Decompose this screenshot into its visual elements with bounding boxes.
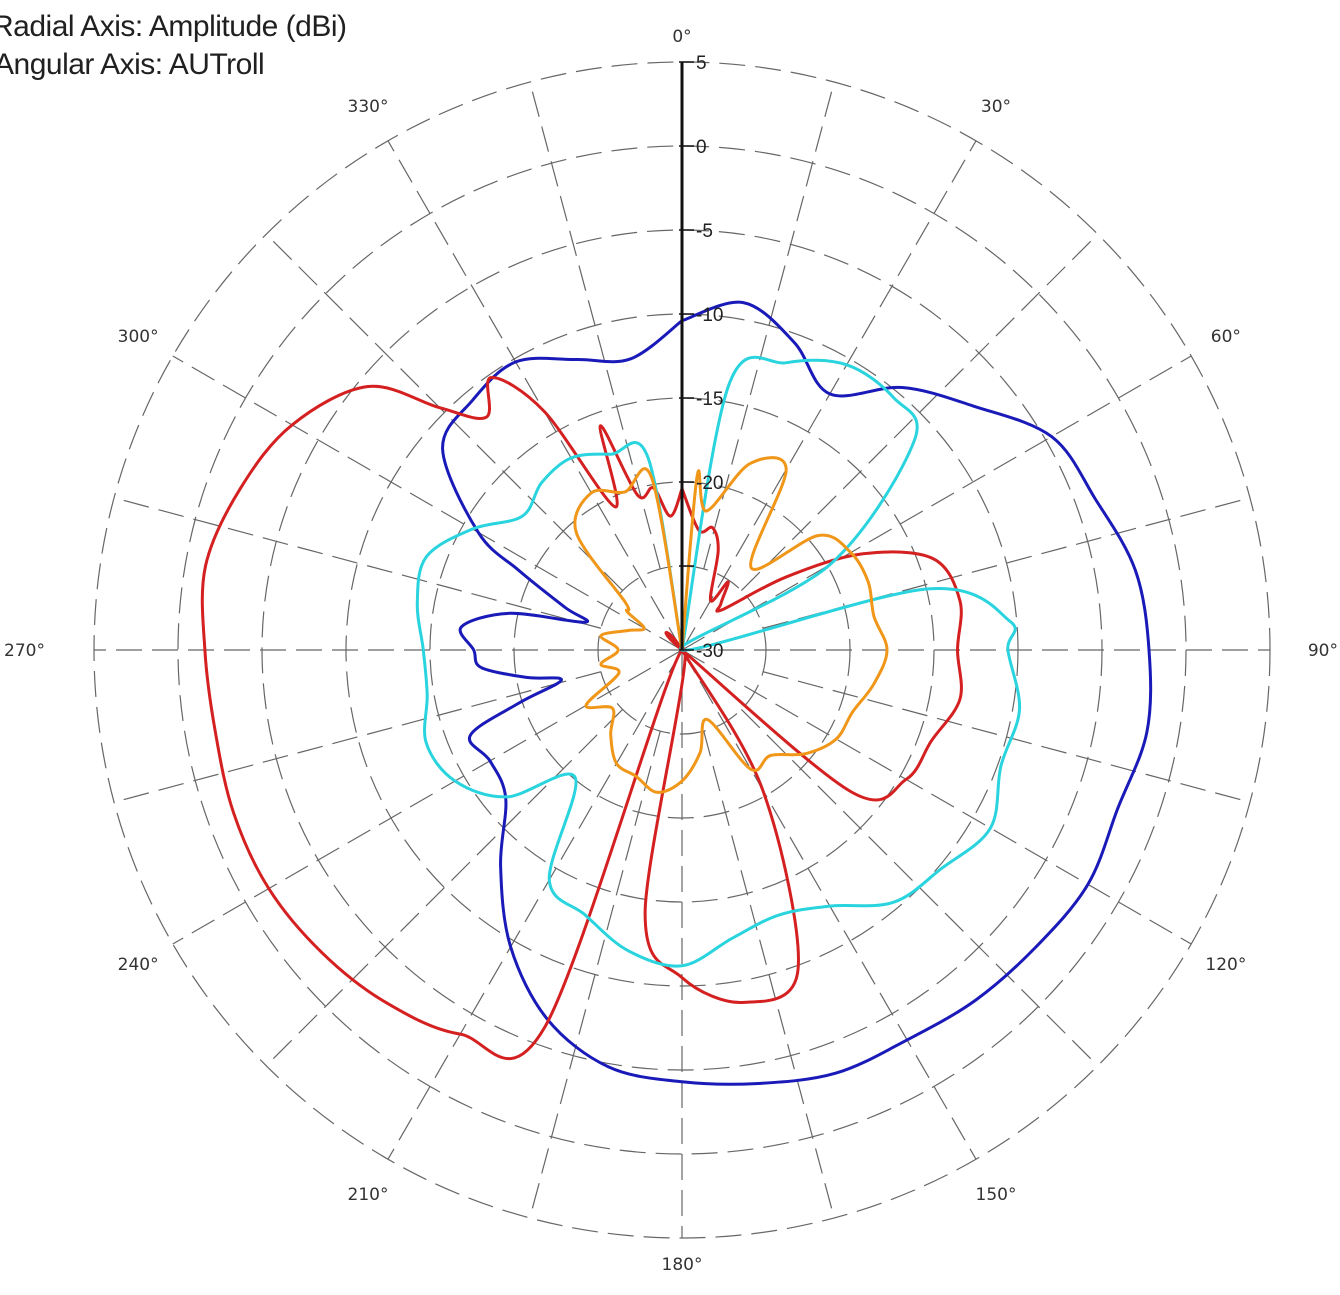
series-line — [200, 376, 963, 1061]
angular-grid-spoke — [529, 730, 661, 1219]
radial-tick-label: -20 — [696, 473, 723, 494]
angular-tick-label: 240° — [118, 955, 159, 975]
angular-tick-label: 300° — [118, 327, 159, 347]
radial-axis-title: Radial Axis: Amplitude (dBi) — [0, 10, 347, 43]
angular-grid-spoke — [681, 649, 1192, 945]
angular-tick-label: 330° — [348, 97, 389, 117]
angular-tick-label: 270° — [4, 641, 45, 661]
angular-grid-spoke — [172, 355, 683, 651]
radial-tick-label: -10 — [696, 305, 723, 326]
angular-tick-label: 150° — [976, 1185, 1017, 1205]
angular-grid-spoke — [387, 140, 683, 651]
angular-tick-label: 0° — [672, 27, 691, 47]
radial-tick-label: -15 — [696, 389, 723, 410]
angular-grid-spoke — [681, 140, 977, 651]
radial-tick-label: -30 — [696, 641, 723, 662]
angular-grid-spoke — [762, 671, 1251, 803]
angular-grid-spoke — [681, 355, 1192, 651]
angular-grid-spoke — [113, 671, 602, 803]
angular-tick-label: 210° — [348, 1185, 389, 1205]
series-layer — [200, 300, 1153, 1086]
angular-grid-spoke — [681, 649, 977, 1160]
angular-tick-label: 90° — [1308, 641, 1338, 661]
angular-tick-label: 60° — [1211, 327, 1241, 347]
angular-grid-spoke — [703, 81, 835, 570]
series-line — [415, 355, 1022, 968]
radial-tick-label: -5 — [696, 221, 713, 242]
radial-tick-label: 0 — [696, 137, 707, 158]
angular-grid-spoke — [529, 81, 661, 570]
axis-header: Radial Axis: Amplitude (dBi) Angular Axi… — [0, 8, 347, 84]
angular-grid-spoke — [703, 730, 835, 1219]
angular-tick-label: 180° — [662, 1255, 703, 1275]
angular-tick-label: 120° — [1205, 955, 1246, 975]
series-line — [573, 456, 889, 794]
angular-grid-spoke — [172, 649, 683, 945]
angular-grid-spoke — [265, 708, 624, 1067]
radial-tick-label: 5 — [696, 53, 707, 74]
angular-grid-spoke — [387, 649, 683, 1160]
angular-grid-spoke — [740, 233, 1099, 592]
axis-labels: 5 0 -5 -10 -15 -20 -30 0° 30° 60° 90° 120° 150° 180° 2… — [4, 27, 1338, 1275]
angular-grid-spoke — [265, 233, 624, 592]
radial-axis — [679, 61, 694, 651]
angular-axis-title: Angular Axis: AUTroll — [0, 48, 265, 81]
angular-tick-label: 30° — [981, 97, 1011, 117]
angular-grid-spoke — [113, 497, 602, 629]
